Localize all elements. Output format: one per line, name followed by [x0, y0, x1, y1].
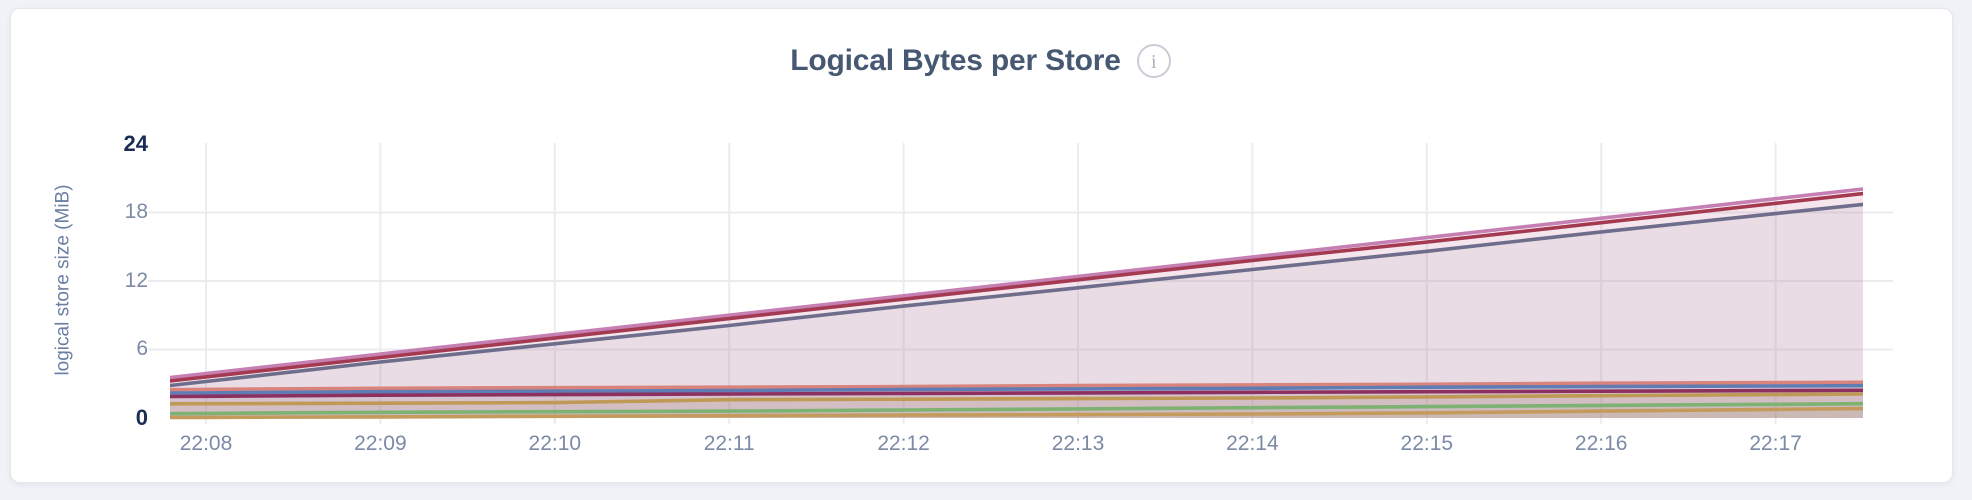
- series-line-store-2: [170, 191, 1863, 383]
- info-icon[interactable]: i: [1136, 44, 1171, 78]
- series-line-store-5: [170, 383, 1863, 395]
- series-line-store-4: [170, 380, 1863, 392]
- series-line-store-8: [170, 401, 1863, 416]
- series-area-store-1: [170, 189, 1863, 418]
- series-line-store-9: [170, 406, 1863, 420]
- series-line-store-6: [170, 388, 1863, 399]
- chart-header: Logical Bytes per Store i: [10, 44, 1951, 78]
- series-line-store-3: [170, 202, 1863, 388]
- series-line-store-1: [170, 187, 1863, 380]
- chart-title: Logical Bytes per Store: [790, 44, 1121, 77]
- series-area-store-9: [170, 408, 1863, 418]
- series-line-store-7: [170, 392, 1863, 406]
- series-area-store-3: [170, 204, 1863, 418]
